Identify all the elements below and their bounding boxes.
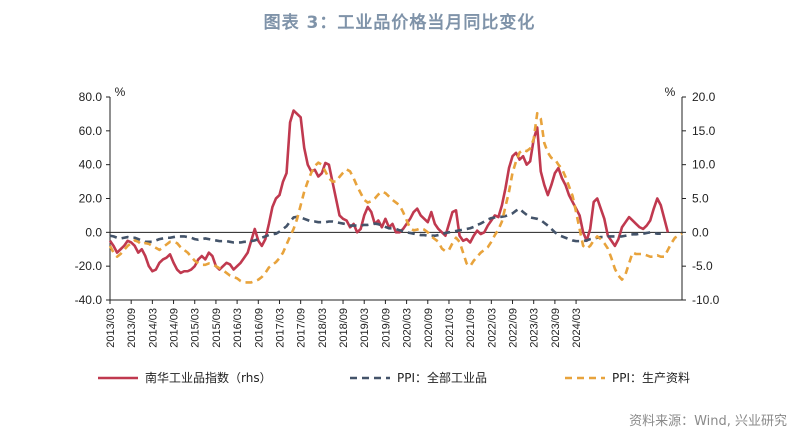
series-line-2 bbox=[109, 207, 661, 244]
x-tick-label: 2017/09 bbox=[296, 308, 308, 348]
right-tick-label: -5.0 bbox=[692, 259, 713, 273]
x-tick-label: 2018/09 bbox=[338, 308, 350, 348]
x-tick-label: 2019/03 bbox=[359, 308, 371, 348]
right-tick-label: 20.0 bbox=[692, 90, 716, 104]
legend-label-3: PPI：生产资料 bbox=[612, 371, 690, 385]
x-tick-label: 2015/03 bbox=[190, 308, 202, 348]
x-tick-label: 2014/03 bbox=[147, 308, 159, 348]
x-tick-label: 2021/03 bbox=[444, 308, 456, 348]
right-tick-label: 0.0 bbox=[692, 225, 709, 239]
x-tick-label: 2015/09 bbox=[211, 308, 223, 348]
series-line-1 bbox=[108, 109, 670, 275]
left-tick-label: 80.0 bbox=[79, 90, 103, 104]
right-unit-label: % bbox=[665, 85, 676, 99]
x-tick-label: 2017/03 bbox=[274, 308, 286, 348]
left-tick-label: 40.0 bbox=[79, 158, 103, 172]
right-tick-label: 15.0 bbox=[692, 124, 716, 138]
x-tick-label: 2023/03 bbox=[529, 308, 541, 348]
x-tick-label: 2016/03 bbox=[232, 308, 244, 348]
right-tick-label: 10.0 bbox=[692, 158, 716, 172]
x-tick-label: 2024/03 bbox=[571, 308, 583, 348]
left-tick-label: 20.0 bbox=[79, 192, 103, 206]
right-tick-label: 5.0 bbox=[692, 192, 709, 206]
x-tick-label: 2022/09 bbox=[508, 308, 520, 348]
chart-legend: 南华工业品指数（rhs） PPI：全部工业品 PPI：生产资料 bbox=[98, 370, 690, 385]
left-tick-label: -20.0 bbox=[75, 259, 103, 273]
right-tick-label: -10.0 bbox=[692, 293, 720, 307]
x-tick-label: 2013/03 bbox=[105, 308, 117, 348]
x-tick-label: 2014/09 bbox=[169, 308, 181, 348]
x-tick-label: 2020/09 bbox=[423, 308, 435, 348]
legend-label-2: PPI：全部工业品 bbox=[397, 370, 487, 385]
chart-title: 图表 3：工业品价格当月同比变化 bbox=[263, 13, 536, 33]
series-layer bbox=[108, 109, 683, 284]
x-tick-label: 2013/09 bbox=[126, 308, 138, 348]
series-line-3 bbox=[108, 111, 683, 284]
x-tick-label: 2023/09 bbox=[550, 308, 562, 348]
source-note: 资料来源：Wind, 兴业研究 bbox=[629, 414, 787, 429]
x-tick-label: 2022/03 bbox=[486, 308, 498, 348]
x-tick-label: 2020/03 bbox=[402, 308, 414, 348]
left-tick-label: 60.0 bbox=[79, 124, 103, 138]
left-tick-label: 0.0 bbox=[85, 225, 102, 239]
x-tick-label: 2019/09 bbox=[380, 308, 392, 348]
left-unit-label: % bbox=[115, 85, 126, 99]
left-tick-label: -40.0 bbox=[75, 293, 103, 307]
x-tick-label: 2018/03 bbox=[317, 308, 329, 348]
x-tick-label: 2021/09 bbox=[465, 308, 477, 348]
chart-axes: 80.0 60.0 40.0 20.0 0.0 -20.0 -40.0 20.0 15.0 10.… bbox=[75, 85, 720, 348]
x-tick-label: 2016/09 bbox=[253, 308, 265, 348]
legend-label-1: 南华工业品指数（rhs） bbox=[145, 370, 272, 385]
